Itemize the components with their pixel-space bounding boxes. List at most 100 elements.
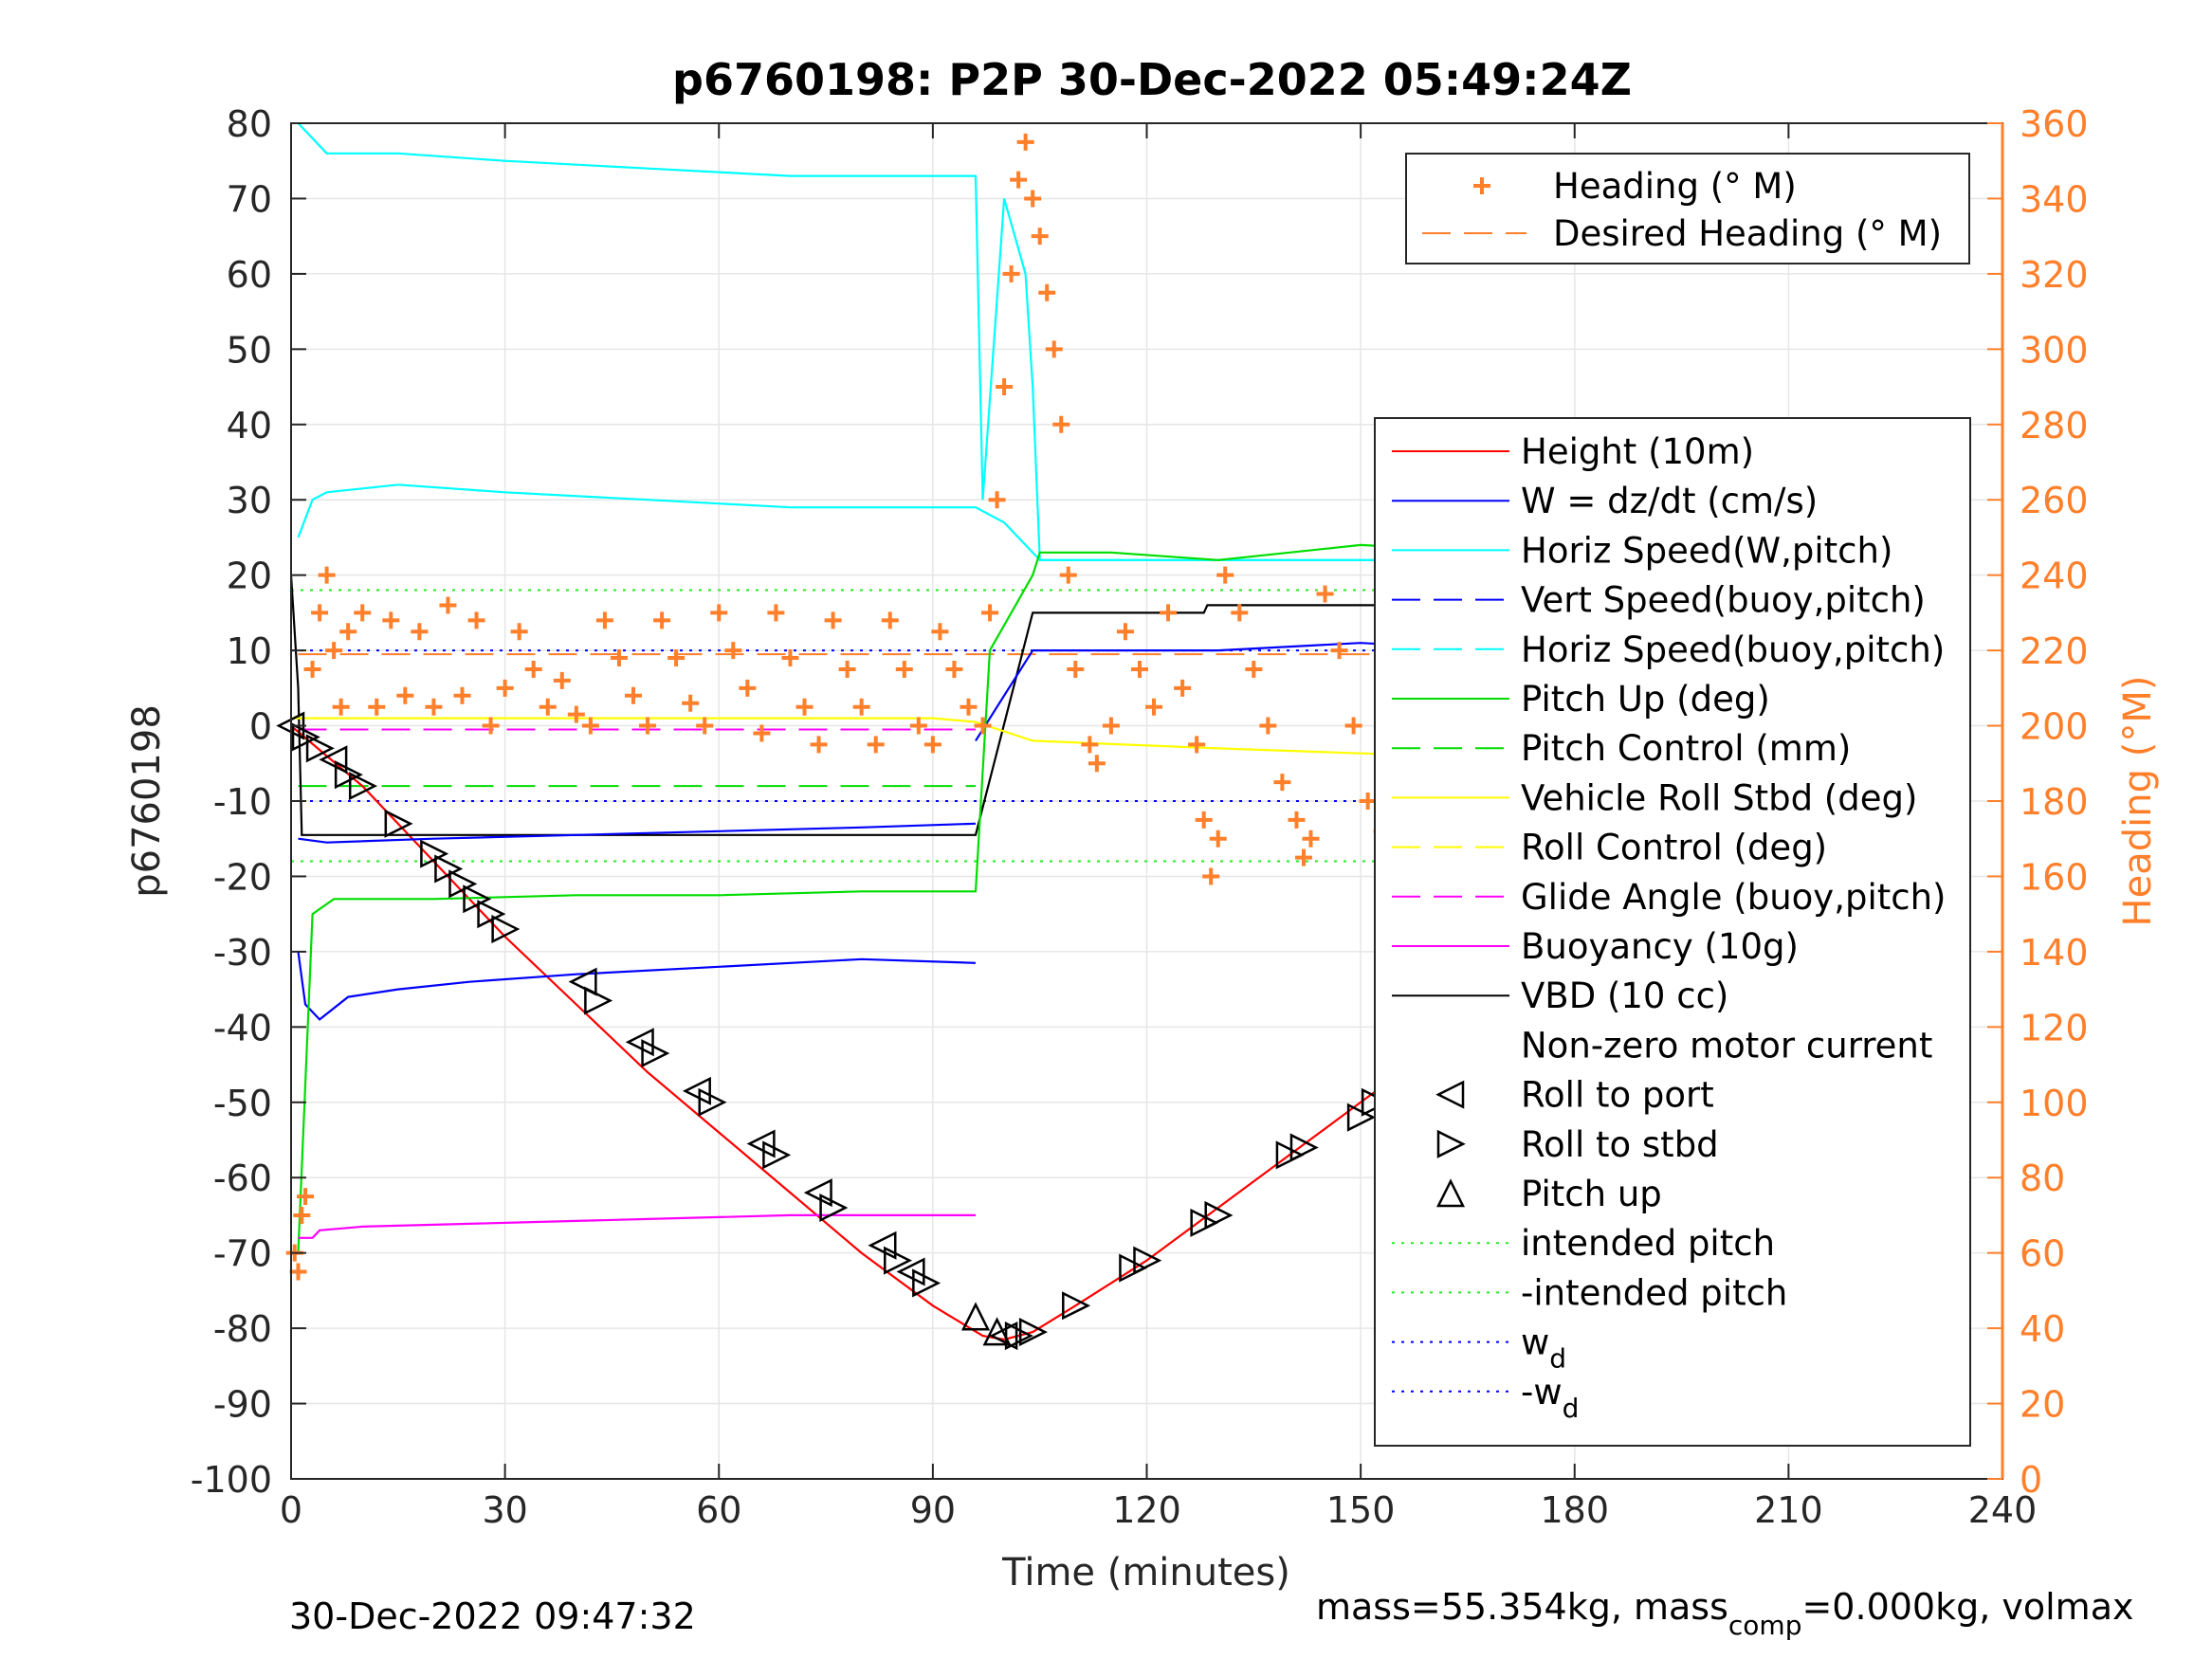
heading-point — [639, 717, 657, 735]
heading-point — [553, 671, 571, 689]
heading-point — [996, 378, 1014, 396]
heading-point — [1010, 171, 1028, 189]
y-tick-label: -10 — [213, 781, 272, 823]
heading-point — [1130, 660, 1148, 678]
heading-point — [368, 698, 386, 716]
motor-marker-right — [1346, 1103, 1376, 1132]
legend-main-label-sub: d — [1549, 1343, 1566, 1375]
heading-point — [453, 686, 471, 704]
legend-heading-label: Desired Heading (° M) — [1553, 213, 1942, 254]
y2-tick-label: 220 — [2020, 630, 2089, 672]
heading-point — [1216, 566, 1234, 584]
heading-point — [1330, 642, 1348, 660]
legend-main-label: intended pitch — [1521, 1223, 1775, 1264]
motor-marker-left — [746, 1129, 776, 1158]
motor-marker-right — [1133, 1246, 1162, 1275]
motor-marker-right — [1062, 1291, 1091, 1321]
y2-tick-label: 340 — [2020, 178, 2089, 220]
legend-main-label: Horiz Speed(buoy,pitch) — [1521, 629, 1945, 670]
y-tick-label: -50 — [213, 1083, 272, 1124]
heading-point — [988, 491, 1006, 509]
heading-point — [781, 649, 799, 667]
heading-point — [824, 611, 842, 629]
x-tick-label: 180 — [1540, 1489, 1609, 1531]
heading-point — [581, 717, 599, 735]
heading-point — [1052, 415, 1070, 433]
y-axis-right: 3603403203002802602402202001801601401201… — [1987, 103, 2089, 1501]
heading-point — [753, 724, 771, 742]
heading-point — [1316, 585, 1334, 603]
series-line-buoyancy — [298, 1213, 976, 1239]
y2-tick-label: 280 — [2020, 405, 2089, 447]
heading-point — [795, 698, 814, 716]
heading-point — [439, 596, 457, 614]
heading-point — [960, 698, 978, 716]
heading-point — [1081, 736, 1099, 754]
y-tick-label: -100 — [191, 1459, 272, 1501]
heading-point — [981, 604, 999, 622]
x-tick-label: 30 — [482, 1489, 527, 1531]
motor-marker-right — [1004, 1322, 1033, 1351]
heading-point — [396, 686, 414, 704]
motor-marker-right — [762, 1140, 792, 1170]
motor-marker-left — [868, 1231, 897, 1260]
x-tick-label: 60 — [696, 1489, 741, 1531]
heading-point — [1102, 717, 1120, 735]
heading-point — [332, 698, 350, 716]
y-tick-label: -80 — [213, 1308, 272, 1350]
legend-main-label: Pitch Up (deg) — [1521, 679, 1770, 720]
legend-main-label: W = dz/dt (cm/s) — [1521, 481, 1818, 521]
y-tick-label: -20 — [213, 856, 272, 898]
legend-main-label: Pitch Control (mm) — [1521, 728, 1851, 769]
footer-mass: mass=55.354kg, masscomp=0.000kg, volmax — [1316, 1586, 2133, 1641]
legend-main-label: Roll to stbd — [1521, 1124, 1719, 1165]
heading-point — [610, 649, 628, 667]
y2-tick-label: 60 — [2020, 1233, 2065, 1275]
y-tick-label: -90 — [213, 1384, 272, 1426]
heading-point — [1288, 811, 1306, 829]
heading-point — [1116, 623, 1134, 641]
y-tick-label: 30 — [227, 480, 272, 521]
heading-point — [482, 717, 500, 735]
y2-tick-label: 140 — [2020, 932, 2089, 974]
x-tick-label: 240 — [1968, 1489, 2038, 1531]
motor-marker-left — [989, 1322, 1018, 1351]
heading-point — [767, 604, 785, 622]
heading-point — [1059, 566, 1077, 584]
motor-marker-right — [912, 1268, 941, 1298]
y2-tick-label: 180 — [2020, 781, 2089, 823]
y2-tick-label: 200 — [2020, 706, 2089, 748]
heading-point — [293, 1206, 311, 1224]
heading-point — [1302, 830, 1320, 848]
motor-marker-right — [463, 884, 492, 914]
legend-main-label-sub: d — [1563, 1393, 1580, 1424]
heading-point — [1231, 604, 1249, 622]
legend-main-sample — [1435, 1178, 1466, 1208]
heading-point — [1145, 698, 1163, 716]
legend-main-label: Pitch up — [1521, 1174, 1662, 1214]
heading-point — [895, 660, 913, 678]
motor-marker-right — [348, 772, 378, 801]
heading-point — [625, 686, 642, 704]
legend-main-label: Roll Control (deg) — [1521, 828, 1827, 868]
motor-marker-left — [896, 1257, 925, 1286]
y2-tick-label: 120 — [2020, 1007, 2089, 1048]
x-tick-label: 0 — [280, 1489, 302, 1531]
heading-point — [1038, 283, 1056, 301]
heading-point — [1344, 717, 1362, 735]
y-tick-label: 40 — [227, 405, 272, 447]
heading-point — [1259, 717, 1277, 735]
x-tick-label: 90 — [910, 1489, 956, 1531]
footer-date: 30-Dec-2022 09:47:32 — [289, 1595, 696, 1637]
y-tick-label: 50 — [227, 329, 272, 371]
footer-mass-sub: comp — [1728, 1610, 1802, 1641]
motor-marker-left — [625, 1028, 654, 1057]
heading-point — [339, 623, 357, 641]
heading-point — [810, 736, 828, 754]
heading-point — [510, 623, 528, 641]
motor-marker-right — [819, 1193, 849, 1223]
y-tick-label: 80 — [227, 103, 272, 145]
legend-heading: Heading (° M) Desired Heading (° M) — [1405, 153, 1970, 264]
motor-marker-right — [1190, 1208, 1219, 1237]
heading-point — [411, 623, 429, 641]
